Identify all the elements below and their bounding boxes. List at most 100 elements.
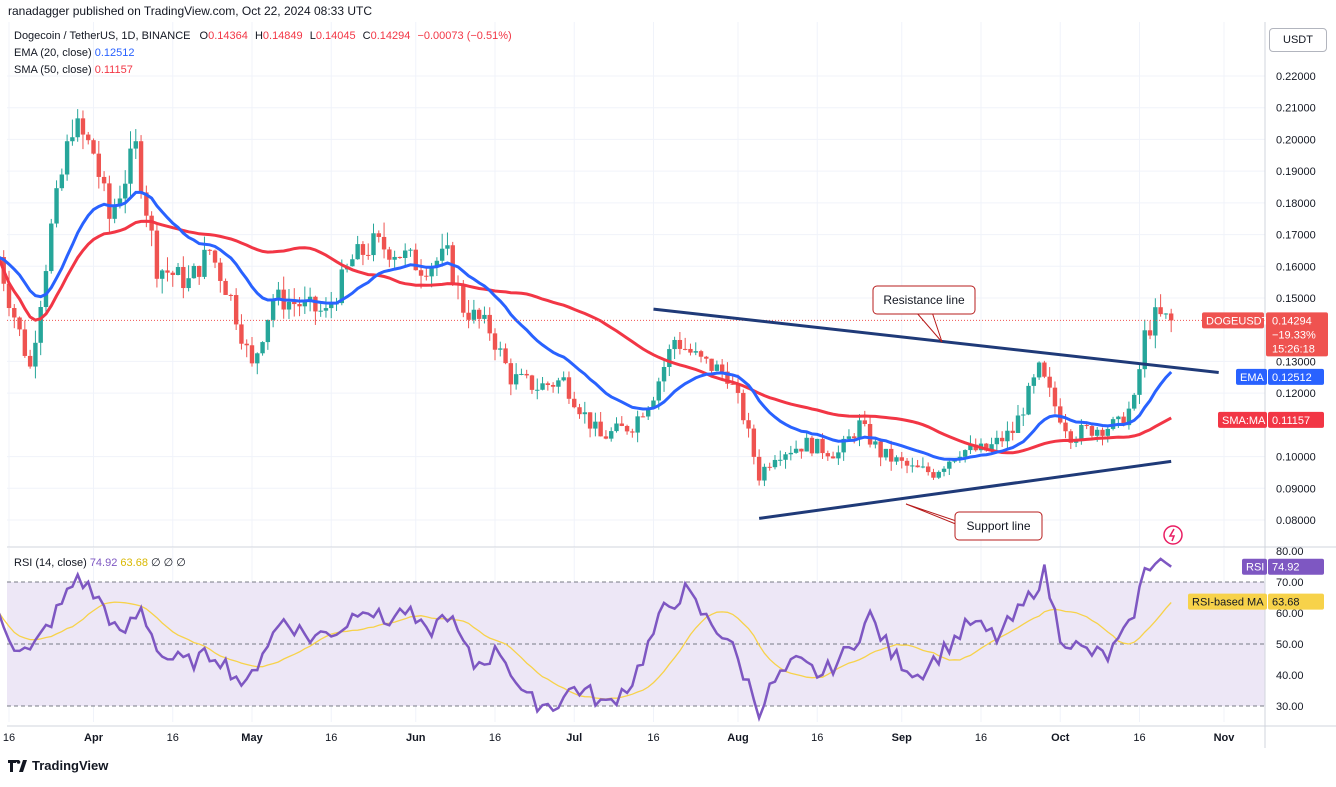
candle-body: [307, 296, 313, 300]
candle-body: [1058, 406, 1063, 423]
candle-body: [196, 265, 202, 277]
candle-body: [603, 436, 609, 439]
candle-body: [989, 444, 994, 451]
candle-body: [878, 441, 883, 458]
candle-body: [651, 400, 656, 408]
candle-body: [1100, 429, 1105, 436]
candle-body: [59, 174, 65, 189]
tradingview-brand[interactable]: TradingView: [8, 757, 109, 773]
candle-body: [968, 444, 973, 451]
candle-body: [672, 339, 677, 350]
tradingview-brand-label: TradingView: [32, 758, 109, 773]
candle-body: [376, 233, 381, 237]
price-tick-label: 0.19000: [1276, 166, 1316, 178]
candle-body: [1158, 307, 1163, 315]
candle-body: [371, 233, 376, 256]
candle-body: [170, 272, 175, 275]
candle-body: [54, 188, 59, 224]
candle-body: [424, 275, 429, 277]
candle-body: [1089, 426, 1095, 436]
candle-body: [1042, 362, 1047, 377]
candle-body: [593, 421, 598, 429]
symbol-legend: Dogecoin / TetherUS, 1D, BINANCE O0.1436…: [14, 30, 512, 42]
price-tag-bg: [1266, 312, 1328, 357]
candle-body: [1026, 385, 1031, 415]
candle-body: [756, 456, 762, 481]
candle-body: [75, 118, 80, 138]
high-label: H: [254, 30, 263, 42]
candle-body: [894, 457, 899, 462]
price-tick-label: 0.18000: [1276, 198, 1316, 210]
change-value: −0.00073 (−0.51%): [417, 30, 512, 42]
candle-body: [888, 448, 894, 462]
candle-body: [323, 308, 329, 311]
candle-body: [635, 416, 640, 433]
candle-body: [1036, 362, 1042, 378]
price-tick-label: 0.12000: [1276, 388, 1316, 400]
candle-body: [535, 389, 540, 391]
time-tick-label: Oct: [1051, 732, 1070, 744]
candle-body: [1068, 431, 1074, 443]
candle-body: [476, 309, 482, 319]
candle-body: [292, 301, 297, 305]
candle-body: [96, 153, 102, 177]
candle-body: [661, 366, 667, 382]
price-tick-label: 0.16000: [1276, 261, 1316, 273]
open-value: 0.14364: [208, 30, 248, 42]
candle-body: [154, 230, 160, 279]
candle-body: [688, 348, 693, 353]
candle-body: [714, 364, 720, 371]
time-tick-label: 16: [489, 732, 501, 744]
candle-body: [1052, 387, 1058, 407]
candle-body: [133, 141, 138, 149]
candle-body: [566, 377, 572, 399]
candle-body: [117, 198, 123, 207]
price-tag-value: 0.14294: [1272, 315, 1312, 327]
candle-body: [735, 383, 741, 393]
candle-body: [12, 308, 17, 318]
candle-body: [260, 342, 265, 354]
candle-body: [730, 383, 735, 385]
candle-body: [249, 345, 255, 364]
candle-body: [1095, 429, 1100, 436]
candle-body: [1121, 416, 1126, 426]
candle-body: [556, 380, 561, 387]
candle-body: [270, 299, 276, 320]
sma-line: [0, 219, 1172, 455]
candle-body: [17, 317, 22, 330]
candle-body: [70, 137, 75, 142]
candle-body: [33, 342, 38, 367]
resistance-callout: Resistance line: [872, 285, 976, 343]
publisher-credit: ranadagger published on TradingView.com,…: [8, 4, 373, 18]
candle-body: [101, 176, 107, 184]
candle-body: [471, 309, 477, 320]
currency-button[interactable]: USDT: [1269, 28, 1327, 52]
time-tick-label: Nov: [1214, 732, 1236, 744]
candle-body: [1153, 307, 1158, 336]
candle-body: [524, 373, 529, 376]
candle-body: [836, 452, 841, 459]
tradingview-logo-icon: [8, 757, 28, 772]
candle-body: [1142, 330, 1147, 370]
candle-body: [994, 437, 1000, 445]
candles-layer: [0, 109, 1174, 487]
candle-body: [202, 249, 207, 277]
time-tick-label: Jun: [406, 732, 426, 744]
ema-line: [0, 190, 1173, 461]
candle-body: [1021, 414, 1026, 416]
resistance-label: Resistance line: [883, 293, 965, 307]
candle-body: [677, 339, 683, 349]
candle-body: [1015, 415, 1021, 433]
candle-body: [550, 384, 556, 387]
time-tick-label: 16: [647, 732, 659, 744]
candle-body: [43, 271, 49, 308]
resistance-trendline: [653, 307, 1219, 375]
candle-body: [815, 438, 820, 454]
candle-body: [984, 443, 989, 451]
candle-body: [862, 420, 867, 424]
candle-body: [159, 270, 165, 279]
open-label: O: [199, 30, 209, 42]
symbol-tag-text: DOGEUSDT: [1206, 315, 1269, 327]
